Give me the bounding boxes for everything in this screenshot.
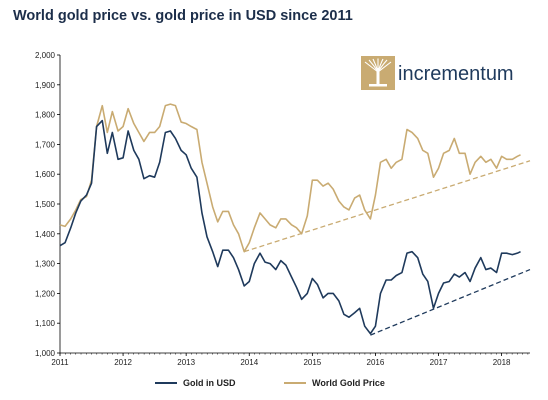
legend-label: World Gold Price — [312, 378, 385, 388]
y-tick-label: 1,800 — [35, 111, 56, 120]
legend-label: Gold in USD — [183, 378, 236, 388]
incrementum-logo: incrementum — [361, 56, 514, 90]
logo-ground — [369, 84, 387, 87]
x-tick-label: 2013 — [177, 358, 195, 367]
x-tick-label: 2015 — [303, 358, 321, 367]
series-line — [59, 119, 521, 335]
y-tick-label: 1,400 — [35, 230, 56, 239]
series-lines — [59, 103, 521, 335]
axes: 1,000 1,100 1,200 1,300 1,400 1,500 1,600 1,700… — [35, 51, 530, 367]
x-tick-label: 2012 — [114, 358, 132, 367]
y-tick-label: 1,900 — [35, 81, 56, 90]
x-tick-label: 2017 — [430, 358, 448, 367]
x-tick-label: 2018 — [493, 358, 511, 367]
trendlines — [244, 160, 531, 336]
y-tick-label: 1,000 — [35, 349, 56, 358]
y-tick-label: 1,100 — [35, 319, 56, 328]
y-tick-label: 1,500 — [35, 200, 56, 209]
trendline — [244, 160, 531, 253]
x-tick-label: 2011 — [51, 358, 69, 367]
series-line — [59, 103, 521, 253]
y-tick-label: 2,000 — [35, 51, 56, 60]
y-tick-label: 1,200 — [35, 289, 56, 298]
y-tick-label: 1,300 — [35, 260, 56, 269]
x-tick-label: 2016 — [367, 358, 385, 367]
legend: Gold in USD World Gold Price — [155, 378, 385, 388]
trendline — [370, 268, 531, 336]
y-tick-label: 1,700 — [35, 140, 56, 149]
logo-branch — [377, 61, 392, 73]
chart-title: World gold price vs. gold price in USD s… — [13, 8, 353, 24]
logo-trunk — [376, 68, 380, 86]
y-tick-label: 1,600 — [35, 170, 56, 179]
x-tick-label: 2014 — [240, 358, 258, 367]
logo-text: incrementum — [398, 63, 514, 85]
tree-logo-icon — [361, 56, 395, 90]
